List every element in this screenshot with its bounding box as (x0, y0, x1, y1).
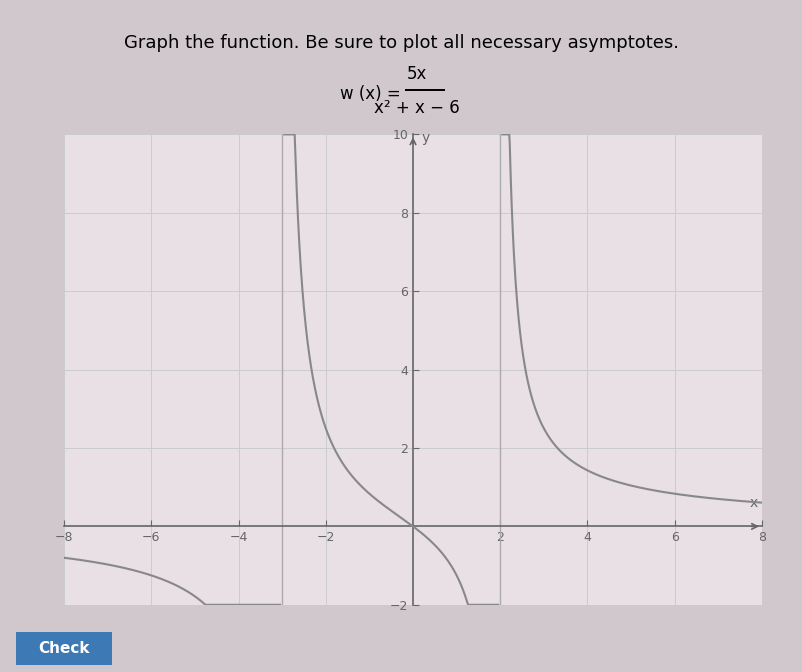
Text: x: x (749, 496, 758, 510)
Text: x² + x − 6: x² + x − 6 (375, 99, 460, 116)
Text: w (x) =: w (x) = (340, 85, 401, 103)
Text: Check: Check (38, 641, 90, 656)
Text: y: y (422, 131, 430, 145)
Text: 5x: 5x (407, 65, 427, 83)
Text: Graph the function. Be sure to plot all necessary asymptotes.: Graph the function. Be sure to plot all … (124, 34, 678, 52)
